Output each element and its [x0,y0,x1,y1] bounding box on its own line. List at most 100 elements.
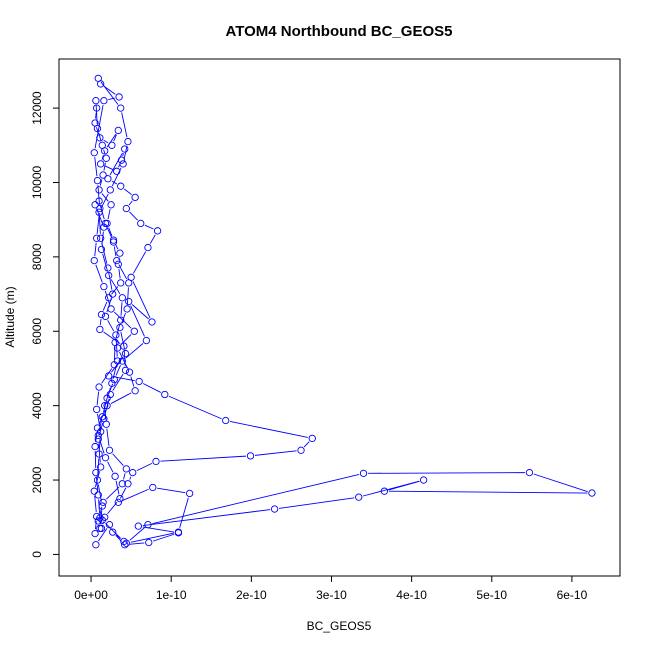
data-point [115,93,123,101]
series-segment [142,383,161,393]
series-segment [103,331,121,344]
data-point [98,413,106,421]
x-tick-label: 3e-10 [316,588,347,602]
series-segment [103,162,106,171]
data-point [121,145,129,153]
data-point [125,297,133,306]
data-point [109,528,117,536]
series-segment [105,387,111,402]
data-point [105,372,113,380]
data-point [95,186,103,194]
data-point [588,489,596,497]
data-point [119,160,127,168]
series-segment [96,212,100,234]
series-segment [107,209,111,220]
data-point [105,294,113,302]
series-segment [109,152,123,176]
series-segment [157,487,186,494]
y-tick-label: 0 [30,551,44,558]
data-point [95,208,103,216]
series-segment [97,458,100,476]
data-point [113,256,121,265]
data-point [100,97,108,105]
series-segment [94,495,97,513]
series-segment [130,532,175,543]
data-point [92,468,100,477]
data-point [91,442,99,451]
series-segment [95,112,97,119]
series-segment [102,253,108,272]
data-point [105,446,114,454]
data-point [131,193,139,202]
data-point [121,366,130,374]
data-point [270,505,279,513]
series-segment [94,105,104,149]
series-segment [98,528,108,542]
data-point [137,219,145,228]
data-point [93,234,101,242]
data-point [93,176,102,185]
x-tick-label: 0e+00 [74,588,108,602]
data-point [104,175,112,183]
series-segment [110,279,121,295]
series-segment [115,480,120,495]
data-point [152,457,160,466]
data-point [117,316,125,324]
series-segment [130,305,145,337]
series-segment [95,520,97,530]
data-point [144,243,152,252]
series-segment [112,453,124,466]
data-point [161,390,169,399]
data-point [111,338,119,347]
data-point [142,336,151,345]
data-point [117,156,126,164]
data-point [94,74,102,82]
data-point [246,452,255,460]
data-point [91,119,99,127]
data-point [96,524,104,533]
x-tick-label: 2e-10 [236,588,267,602]
data-point [525,468,534,477]
series-segment [125,343,144,359]
data-point [99,498,107,507]
data-point [297,446,305,454]
series-segment [126,287,129,305]
series-segment [136,462,153,472]
data-point [185,489,194,498]
data-point [114,126,122,135]
data-point [380,487,389,495]
data-point [124,137,132,146]
data-point [125,368,134,376]
series-segment [103,139,109,144]
data-point [144,521,152,529]
series-segment [94,157,98,177]
series-segment [152,473,360,525]
data-point [102,420,110,428]
series-segment [97,185,100,205]
data-point [92,97,100,105]
data-point [101,454,110,462]
data-point [107,201,115,209]
data-point [117,104,125,112]
x-tick-label: 5e-10 [476,588,507,602]
series-segment [131,304,149,320]
data-point [117,182,125,190]
series-segment [132,251,147,274]
data-point [100,282,108,291]
y-tick-label: 8000 [30,243,44,270]
series-segment [105,523,122,539]
series-segment [230,420,308,438]
data-point [110,375,118,384]
data-point [92,541,100,549]
series-segment [142,509,271,527]
series-segment [98,409,106,425]
series-segment [132,281,151,319]
data-point [94,435,102,443]
series-segment [388,490,588,494]
y-axis-label: Altitude (m) [3,286,17,347]
data-point [114,260,122,268]
data-point [101,147,109,155]
series-segment [102,301,108,311]
series-segment [533,473,588,493]
data-point [120,537,128,546]
